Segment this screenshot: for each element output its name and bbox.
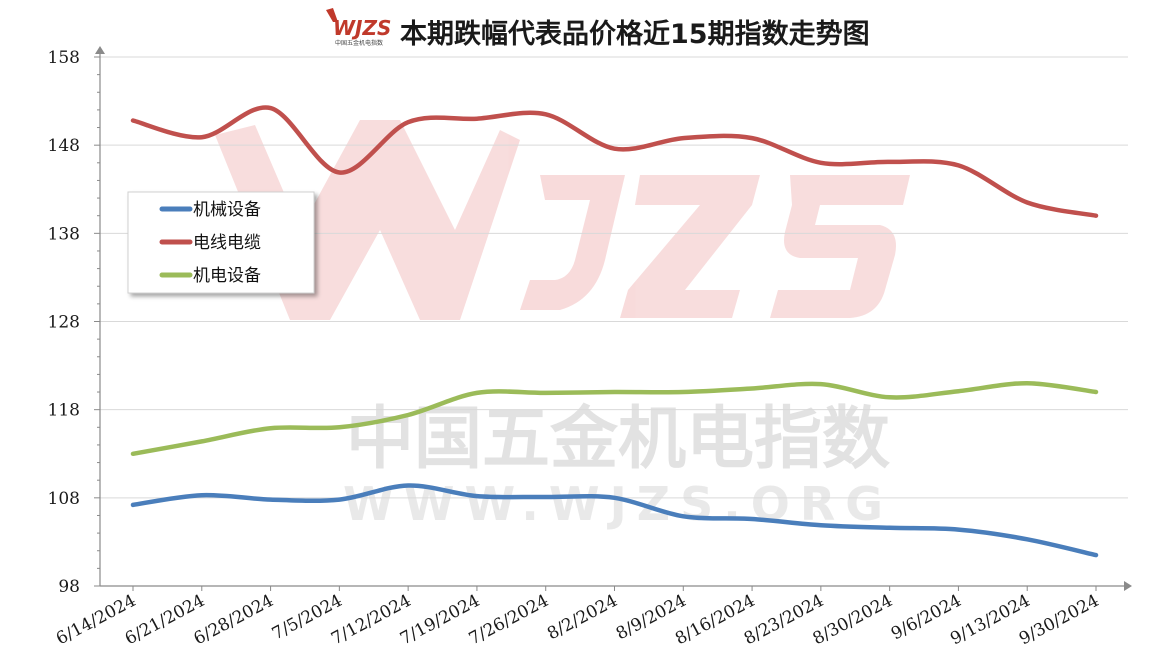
y-tick-label: 98 [58,577,80,597]
x-tick-label: 8/30/2024 [810,591,896,650]
x-tick-label: 6/28/2024 [191,591,277,650]
y-tick-label: 158 [48,48,80,68]
wjzs-logo: WJZS 中国五金机电指数 [326,8,391,47]
legend-box [127,191,315,294]
series-lines [130,105,1099,558]
y-tick-label: 108 [48,489,80,509]
series-line-2 [130,105,1099,218]
logo-arrow-icon [326,8,338,22]
x-axis-arrow-icon [1124,581,1132,591]
series-line-3 [130,380,1099,457]
x-tick-label: 9/30/2024 [1016,591,1102,650]
axes [95,46,1132,591]
chart-header: WJZS 中国五金机电指数 本期跌幅代表品价格近15期指数走势图 [326,8,870,50]
y-tick-label: 128 [48,313,80,333]
logo-text: WJZS [333,16,391,40]
legend-label-2: 电线电缆 [193,233,261,253]
x-tick-label: 8/2/2024 [544,591,621,645]
logo-subtext: 中国五金机电指数 [335,39,383,47]
watermark-logo [215,120,910,320]
y-axis-arrow-icon [95,46,105,54]
series-line-1 [130,483,1099,558]
y-tick-label: 138 [48,224,80,244]
x-tick-label: 7/26/2024 [466,591,552,650]
legend-label-1: 机械设备 [193,200,261,220]
chart-title: 本期跌幅代表品价格近15期指数走势图 [400,19,870,50]
y-tick-label: 118 [48,401,80,421]
y-axis-ticks: 98 108 118 128 138 148 158 [48,48,100,597]
legend-label-3: 机电设备 [193,266,261,286]
y-tick-label: 148 [48,136,80,156]
x-axis-ticks: 6/14/20246/21/20246/28/20247/5/20247/12/… [53,586,1102,649]
watermark-text-cn: 中国五金机电指数 [346,400,890,479]
watermark: 中国五金机电指数 WWW.WJZS.ORG [215,120,910,531]
